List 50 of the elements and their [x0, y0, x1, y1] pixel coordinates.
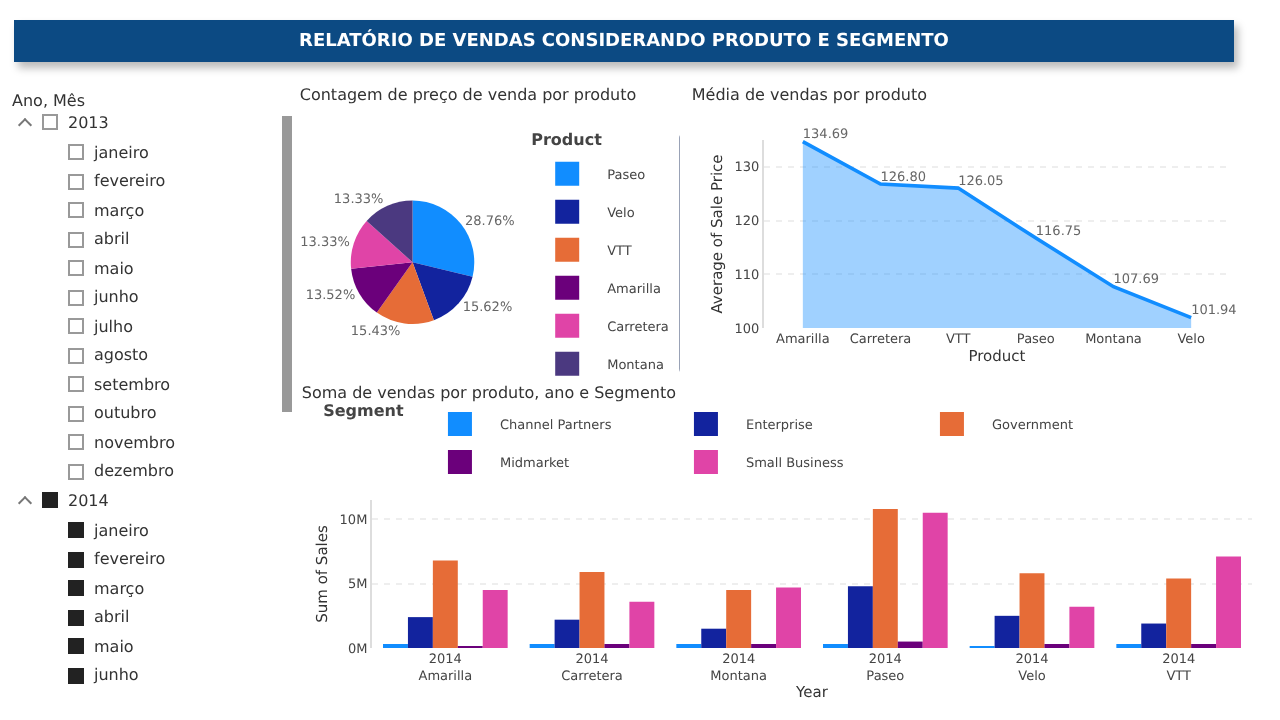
bar	[922, 512, 948, 648]
bar	[1166, 578, 1192, 648]
bar	[872, 509, 898, 648]
text: agosto	[94, 346, 149, 364]
legend-title: Product	[531, 130, 603, 149]
text: março	[94, 579, 145, 597]
text: junho	[94, 288, 139, 306]
text: novembro	[94, 433, 175, 451]
bar	[897, 641, 923, 648]
chart-title: Média de vendas por produto	[691, 86, 928, 105]
text: junho	[94, 666, 139, 684]
bar	[1141, 623, 1167, 648]
text: janeiro	[94, 143, 149, 161]
text: abril	[94, 230, 130, 248]
bar	[994, 615, 1020, 648]
bar	[726, 590, 752, 648]
bar	[407, 617, 433, 648]
bar	[1069, 606, 1095, 648]
text: outubro	[94, 404, 157, 422]
text: março	[94, 201, 145, 219]
text: maio	[94, 259, 134, 277]
text: Ano, Mês	[12, 89, 86, 112]
pie-slice	[366, 200, 413, 263]
bar	[579, 572, 605, 648]
text: 2014	[68, 491, 109, 509]
chart-title: Contagem de preço de venda por produto	[299, 86, 637, 105]
text: RELATÓRIO DE VENDAS CONSIDERANDO PRODUTO E SEGMENTO	[14, 20, 1234, 62]
chart-title: Soma de vendas por produto, ano e Segmento	[301, 383, 677, 402]
bar	[432, 560, 458, 648]
pie-slice	[350, 220, 413, 269]
bar	[1019, 573, 1045, 648]
text: julho	[94, 317, 133, 335]
pie-slice	[351, 262, 413, 313]
text: 2013	[68, 113, 109, 131]
bar	[847, 586, 873, 648]
text: maio	[94, 637, 134, 655]
bar	[554, 619, 580, 648]
bar	[629, 601, 655, 648]
bar	[482, 590, 508, 648]
bar	[701, 628, 727, 648]
bar	[1216, 556, 1241, 648]
bar	[776, 587, 801, 648]
pie-slice	[376, 262, 434, 324]
legend-title: Segment	[323, 401, 404, 420]
text: setembro	[94, 375, 171, 393]
text: janeiro	[94, 521, 149, 539]
text: abril	[94, 608, 130, 626]
text: dezembro	[94, 462, 174, 480]
text: fevereiro	[94, 172, 166, 190]
text: fevereiro	[94, 550, 166, 568]
